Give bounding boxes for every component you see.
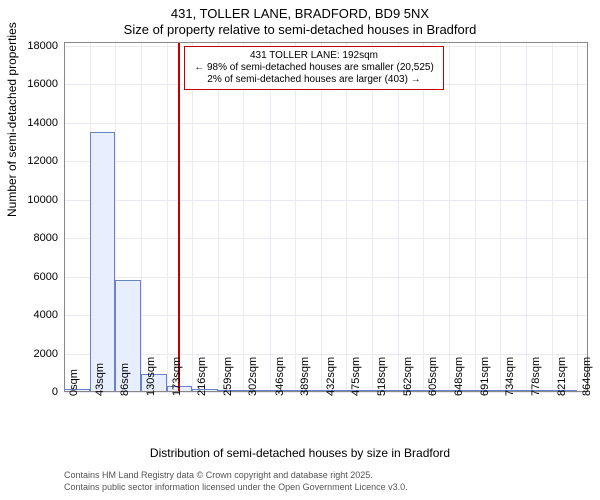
reference-line — [178, 42, 180, 392]
gridline-v — [526, 42, 527, 392]
gridline-v — [372, 42, 373, 392]
x-tick-label: 302sqm — [247, 357, 259, 396]
y-tick-label: 4000 — [34, 309, 58, 321]
histogram-bar — [90, 132, 116, 392]
plot-area: 431 TOLLER LANE: 192sqm← 98% of semi-det… — [64, 42, 588, 392]
gridline-v — [500, 42, 501, 392]
gridline-v — [552, 42, 553, 392]
annotation-line: 431 TOLLER LANE: 192sqm — [189, 50, 439, 62]
gridline-v — [346, 42, 347, 392]
chart-area: 431 TOLLER LANE: 192sqm← 98% of semi-det… — [64, 42, 588, 392]
gridline-v — [141, 42, 142, 392]
y-tick-label: 6000 — [34, 271, 58, 283]
annotation-box: 431 TOLLER LANE: 192sqm← 98% of semi-det… — [184, 46, 444, 90]
x-tick-label: 389sqm — [299, 357, 311, 396]
annotation-line: ← 98% of semi-detached houses are smalle… — [189, 62, 439, 74]
x-tick-label: 864sqm — [581, 357, 593, 396]
x-tick-label: 216sqm — [196, 357, 208, 396]
y-tick-label: 16000 — [27, 78, 58, 90]
y-tick-label: 12000 — [27, 155, 58, 167]
gridline-v — [449, 42, 450, 392]
gridline-v — [167, 42, 168, 392]
x-tick-label: 86sqm — [119, 363, 131, 396]
credit-line-1: Contains HM Land Registry data © Crown c… — [0, 470, 600, 480]
y-tick-label: 10000 — [27, 194, 58, 206]
y-tick-label: 18000 — [27, 40, 58, 52]
x-tick-label: 346sqm — [274, 357, 286, 396]
x-tick-label: 43sqm — [94, 363, 106, 396]
gridline-v — [243, 42, 244, 392]
x-tick-label: 518sqm — [376, 357, 388, 396]
gridline-v — [64, 42, 65, 392]
y-tick-label: 2000 — [34, 348, 58, 360]
gridline-h — [64, 354, 588, 355]
credit-line-2: Contains public sector information licen… — [0, 482, 600, 492]
annotation-line: 2% of semi-detached houses are larger (4… — [189, 74, 439, 86]
title-line1: 431, TOLLER LANE, BRADFORD, BD9 5NX — [0, 6, 600, 21]
gridline-h — [64, 200, 588, 201]
x-tick-label: 778sqm — [530, 357, 542, 396]
figure: 431, TOLLER LANE, BRADFORD, BD9 5NX Size… — [0, 0, 600, 500]
gridline-v — [192, 42, 193, 392]
gridline-h — [64, 123, 588, 124]
y-tick-label: 8000 — [34, 232, 58, 244]
x-tick-label: 562sqm — [402, 357, 414, 396]
x-tick-label: 0sqm — [68, 369, 80, 396]
x-tick-label: 475sqm — [350, 357, 362, 396]
x-tick-label: 130sqm — [145, 357, 157, 396]
x-tick-label: 259sqm — [222, 357, 234, 396]
gridline-v — [218, 42, 219, 392]
gridline-v — [475, 42, 476, 392]
gridline-v — [398, 42, 399, 392]
y-tick-label: 14000 — [27, 117, 58, 129]
x-tick-label: 432sqm — [325, 357, 337, 396]
gridline-h — [64, 315, 588, 316]
gridline-v — [321, 42, 322, 392]
x-tick-label: 691sqm — [479, 357, 491, 396]
x-tick-label: 605sqm — [427, 357, 439, 396]
gridline-v — [423, 42, 424, 392]
x-tick-label: 173sqm — [171, 357, 183, 396]
title-line2: Size of property relative to semi-detach… — [0, 22, 600, 37]
gridline-h — [64, 277, 588, 278]
gridline-v — [577, 42, 578, 392]
gridline-v — [270, 42, 271, 392]
y-tick-label: 0 — [52, 386, 58, 398]
x-tick-label: 821sqm — [556, 357, 568, 396]
gridline-h — [64, 161, 588, 162]
x-tick-label: 734sqm — [504, 357, 516, 396]
gridline-v — [295, 42, 296, 392]
x-tick-label: 648sqm — [453, 357, 465, 396]
gridline-h — [64, 238, 588, 239]
x-axis-label: Distribution of semi-detached houses by … — [0, 446, 600, 460]
